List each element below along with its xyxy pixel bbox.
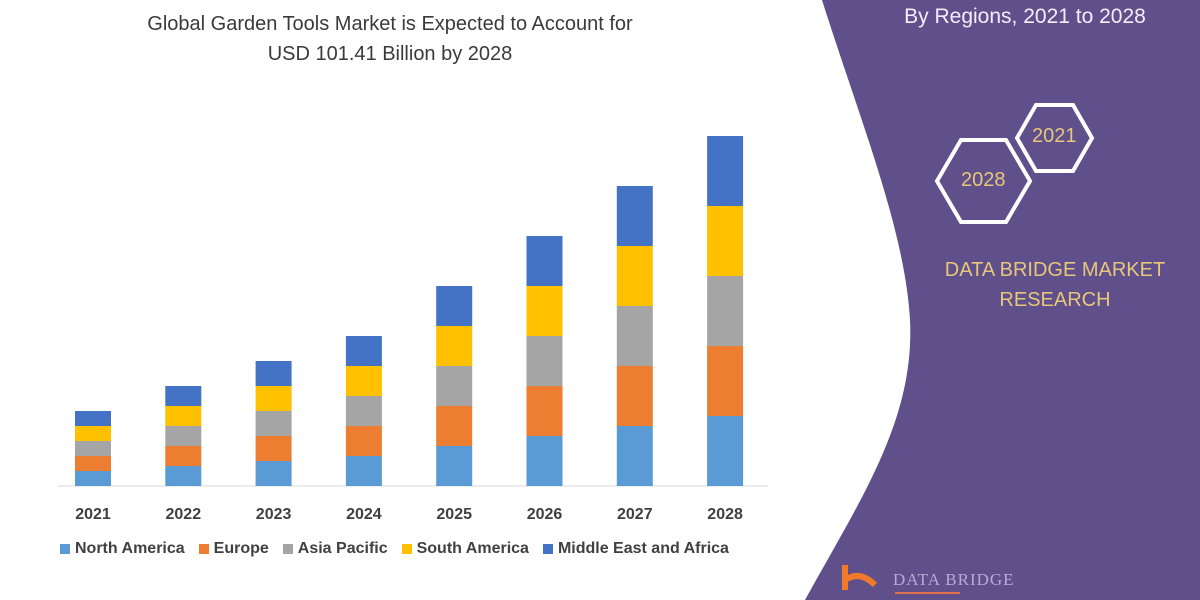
bar-segment-asia-pacific <box>526 336 563 386</box>
purple-panel <box>805 0 1200 600</box>
badge-end-year: 2028 <box>961 169 1006 191</box>
legend-swatch <box>542 544 553 554</box>
x-tick-label: 2021 <box>75 506 111 523</box>
x-tick-label: 2022 <box>166 506 202 523</box>
bar-segment-south-america <box>436 326 473 366</box>
bar-segment-south-america <box>165 406 202 426</box>
bar-segment-europe <box>165 446 202 466</box>
legend: North America Europe Asia Pacific South … <box>60 540 729 558</box>
bar-segment-south-america <box>255 386 292 411</box>
legend-item: North America <box>60 540 185 558</box>
bar-segment-south-america <box>526 286 563 336</box>
brand-line-1: DATA BRIDGE MARKET <box>944 259 1166 281</box>
legend-item: Europe <box>198 540 269 558</box>
bar-segment-europe <box>345 426 382 456</box>
logo-text: DATA BRIDGE <box>893 570 1015 589</box>
chart-title: Global Garden Tools Market is Expected t… <box>60 9 720 69</box>
bar-segment-europe <box>436 406 473 446</box>
x-tick-label: 2026 <box>527 506 563 523</box>
legend-swatch <box>60 544 70 554</box>
legend-label: North America <box>75 540 185 557</box>
bar-segment-europe <box>616 366 653 426</box>
legend-swatch <box>198 544 209 554</box>
bar-segment-north-america <box>526 436 563 486</box>
x-tick-label: 2025 <box>436 506 472 523</box>
bar-segment-middle-east-and-africa <box>526 236 563 286</box>
bar-segment-asia-pacific <box>616 306 653 366</box>
bar-segment-europe <box>707 346 744 416</box>
bar-segment-middle-east-and-africa <box>436 286 473 326</box>
bar-segment-middle-east-and-africa <box>707 136 744 206</box>
legend-item: Middle East and Africa <box>542 540 729 558</box>
bar-segment-north-america <box>345 456 382 486</box>
legend-label: Asia Pacific <box>297 540 388 557</box>
legend-swatch <box>401 544 412 554</box>
bar-segment-asia-pacific <box>255 411 292 436</box>
legend-label: Europe <box>213 540 269 557</box>
badge-start-year: 2021 <box>1032 125 1077 147</box>
panel-title: By Regions, 2021 to 2028 <box>904 5 1146 28</box>
bar-segment-north-america <box>75 471 111 486</box>
hexagon-2028-icon <box>934 138 1033 224</box>
bar-segment-middle-east-and-africa <box>255 361 292 386</box>
stacked-bar-chart: 2021 2022 2023 2024 2025 2026 2027 2028 <box>58 136 768 523</box>
bar-segment-south-america <box>345 366 382 396</box>
legend-item: Asia Pacific <box>282 540 388 558</box>
bar-segment-north-america <box>436 446 473 486</box>
x-tick-label: 2028 <box>707 506 743 523</box>
brand-line-2: RESEARCH <box>999 289 1111 311</box>
bar-segment-asia-pacific <box>436 366 473 406</box>
logo-icon <box>842 565 878 590</box>
bar-segment-europe <box>75 456 111 471</box>
bar-segment-south-america <box>75 426 111 441</box>
x-tick-label: 2027 <box>617 506 653 523</box>
bar-segment-north-america <box>255 461 292 486</box>
bar-segment-middle-east-and-africa <box>75 411 111 426</box>
bar-segment-south-america <box>616 246 653 306</box>
bar-segment-north-america <box>707 416 744 486</box>
title-line-1: Global Garden Tools Market is Expected t… <box>147 13 633 35</box>
legend-label: South America <box>416 540 529 557</box>
bar-segment-europe <box>526 386 563 436</box>
bar-segment-asia-pacific <box>165 426 202 446</box>
legend-item: South America <box>401 540 529 558</box>
bar-segment-north-america <box>165 466 202 486</box>
bar-segment-europe <box>255 436 292 461</box>
bar-segment-middle-east-and-africa <box>345 336 382 366</box>
bar-segment-asia-pacific <box>345 396 382 426</box>
bar-segment-north-america <box>616 426 653 486</box>
legend-label: Middle East and Africa <box>557 540 729 557</box>
x-tick-label: 2023 <box>256 506 292 523</box>
bar-segment-asia-pacific <box>75 441 111 456</box>
title-line-2: USD 101.41 Billion by 2028 <box>267 43 513 65</box>
bar-segment-south-america <box>707 206 744 276</box>
bar-segment-middle-east-and-africa <box>165 386 202 406</box>
hexagon-2021-icon <box>1014 103 1095 173</box>
bar-segment-middle-east-and-africa <box>616 186 653 246</box>
bar-segment-asia-pacific <box>707 276 744 346</box>
brand-name: DATA BRIDGE MARKET RESEARCH <box>920 255 1190 315</box>
legend-swatch <box>282 544 293 554</box>
x-tick-label: 2024 <box>346 506 382 523</box>
